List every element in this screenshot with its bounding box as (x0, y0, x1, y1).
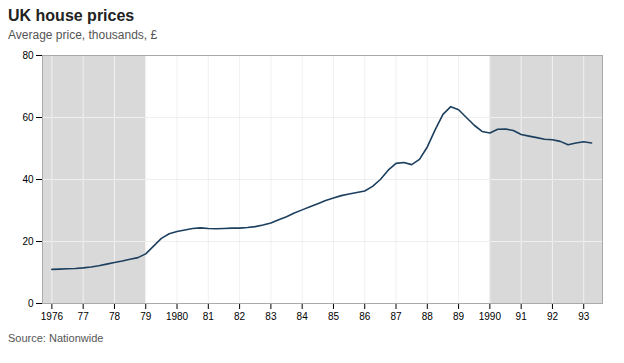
svg-text:1990: 1990 (479, 311, 502, 322)
svg-text:89: 89 (453, 311, 465, 322)
svg-text:1980: 1980 (166, 311, 189, 322)
svg-text:82: 82 (234, 311, 246, 322)
svg-text:80: 80 (22, 50, 34, 61)
svg-text:1976: 1976 (41, 311, 64, 322)
svg-text:83: 83 (265, 311, 277, 322)
svg-text:81: 81 (203, 311, 215, 322)
svg-text:0: 0 (28, 298, 34, 309)
html-text:UK house prices: UK house prices (8, 7, 135, 24)
svg-text:20: 20 (22, 236, 34, 247)
svg-text:84: 84 (297, 311, 309, 322)
svg-text:86: 86 (359, 311, 371, 322)
html-text:Average price, thousands, £: Average price, thousands, £ (8, 28, 158, 42)
svg-text:60: 60 (22, 112, 34, 123)
svg-text:85: 85 (328, 311, 340, 322)
svg-text:92: 92 (547, 311, 559, 322)
svg-text:77: 77 (78, 311, 90, 322)
svg-text:91: 91 (516, 311, 528, 322)
html-text:Source: Nationwide: Source: Nationwide (8, 332, 104, 344)
svg-text:40: 40 (22, 174, 34, 185)
svg-text:88: 88 (422, 311, 434, 322)
svg-text:79: 79 (140, 311, 152, 322)
svg-text:93: 93 (578, 311, 590, 322)
svg-text:78: 78 (109, 311, 121, 322)
svg-text:87: 87 (390, 311, 402, 322)
